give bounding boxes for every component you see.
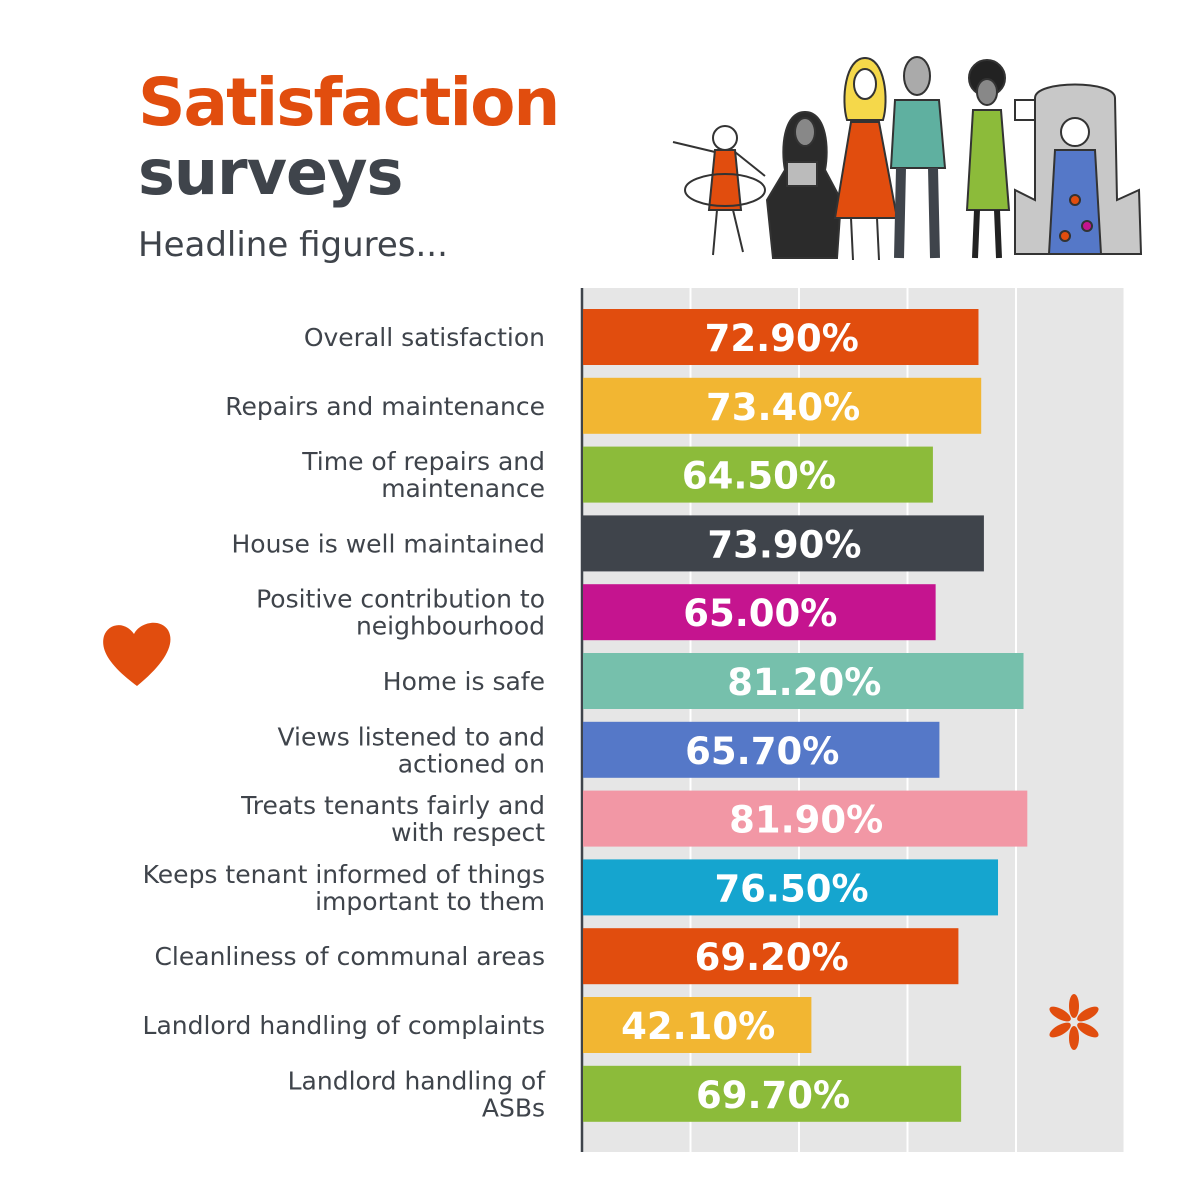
flower-icon [1049,994,1099,1050]
category-label: Positive contribution to neighbourhood [256,585,545,641]
bar [583,859,999,916]
category-label: Cleanliness of communal areas [154,942,545,971]
bar-value-label: 73.40% [706,386,860,429]
bar [583,653,1024,709]
category-label: Overall satisfaction [304,323,545,352]
bar-value-label: 81.20% [727,661,881,704]
title-surveys: surveys [138,136,403,209]
bar [583,584,936,641]
bar-value-label: 65.70% [685,730,839,773]
category-label: Repairs and maintenance [225,392,545,421]
bar [583,377,982,434]
bar-value-label: 64.50% [682,455,836,498]
category-label: Views listened to and actioned on [277,722,545,778]
bar [583,928,959,985]
category-label: Keeps tenant informed of things important… [143,860,545,916]
bar [583,721,940,778]
people-illustration-icon [672,56,1143,261]
bar-value-label: 65.00% [683,592,837,635]
bar-value-label: 69.20% [695,936,849,979]
bar [583,309,979,365]
bar-value-label: 72.90% [705,317,859,360]
category-label: Landlord handling of ASBs [288,1066,547,1122]
category-label: Home is safe [383,667,545,696]
bar [583,790,1028,847]
bar-value-label: 76.50% [714,867,868,910]
bar [583,997,812,1053]
bar [583,1065,962,1122]
bar [583,515,984,572]
category-label: Landlord handling of complaints [143,1011,545,1040]
category-label: Time of repairs and maintenance [301,447,545,503]
subtitle: Headline figures... [138,225,448,265]
title-satisfaction: Satisfaction [138,64,560,141]
bar-value-label: 69.70% [696,1074,850,1117]
bar-value-label: 73.90% [707,523,861,566]
heart-icon [103,622,171,686]
category-label: Treats tenants fairly and with respect [240,791,545,847]
bar-value-label: 42.10% [621,1005,775,1048]
bar [583,446,933,503]
bar-value-label: 81.90% [729,799,883,842]
category-label: House is well maintained [231,529,545,558]
